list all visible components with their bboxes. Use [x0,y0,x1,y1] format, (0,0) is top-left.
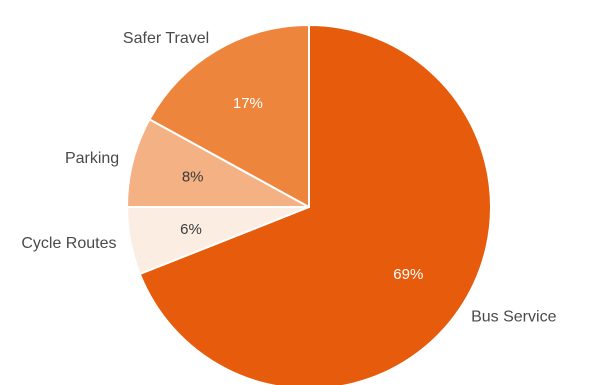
pie-slice-safer-travel [148,24,310,208]
pie-slices [126,24,492,385]
pie-category-label-bus-service: Bus Service [471,309,556,326]
pie-slice-parking [126,118,310,208]
pie-category-label-cycle-routes: Cycle Routes [21,235,116,252]
pie-slice-bus-service [138,24,492,385]
pie-value-label-cycle-routes: 6% [180,221,202,238]
pie-value-label-bus-service: 69% [393,266,423,283]
pie-category-label-parking: Parking [65,150,119,167]
pie-labels: 69% Bus Service 6% Cycle Routes 8% Parking 17%… [21,30,556,326]
pie-value-label-parking: 8% [182,169,204,186]
pie-category-label-safer-travel: Safer Travel [123,30,209,47]
pie-value-label-safer-travel: 17% [233,95,263,112]
